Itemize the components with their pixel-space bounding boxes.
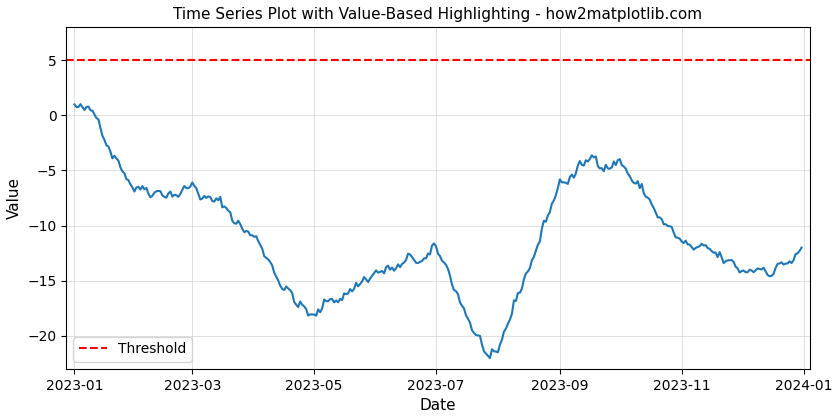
X-axis label: Date: Date — [420, 398, 456, 413]
Y-axis label: Value: Value — [7, 177, 22, 219]
Legend: Threshold: Threshold — [73, 337, 192, 362]
Title: Time Series Plot with Value-Based Highlighting - how2matplotlib.com: Time Series Plot with Value-Based Highli… — [173, 7, 702, 22]
